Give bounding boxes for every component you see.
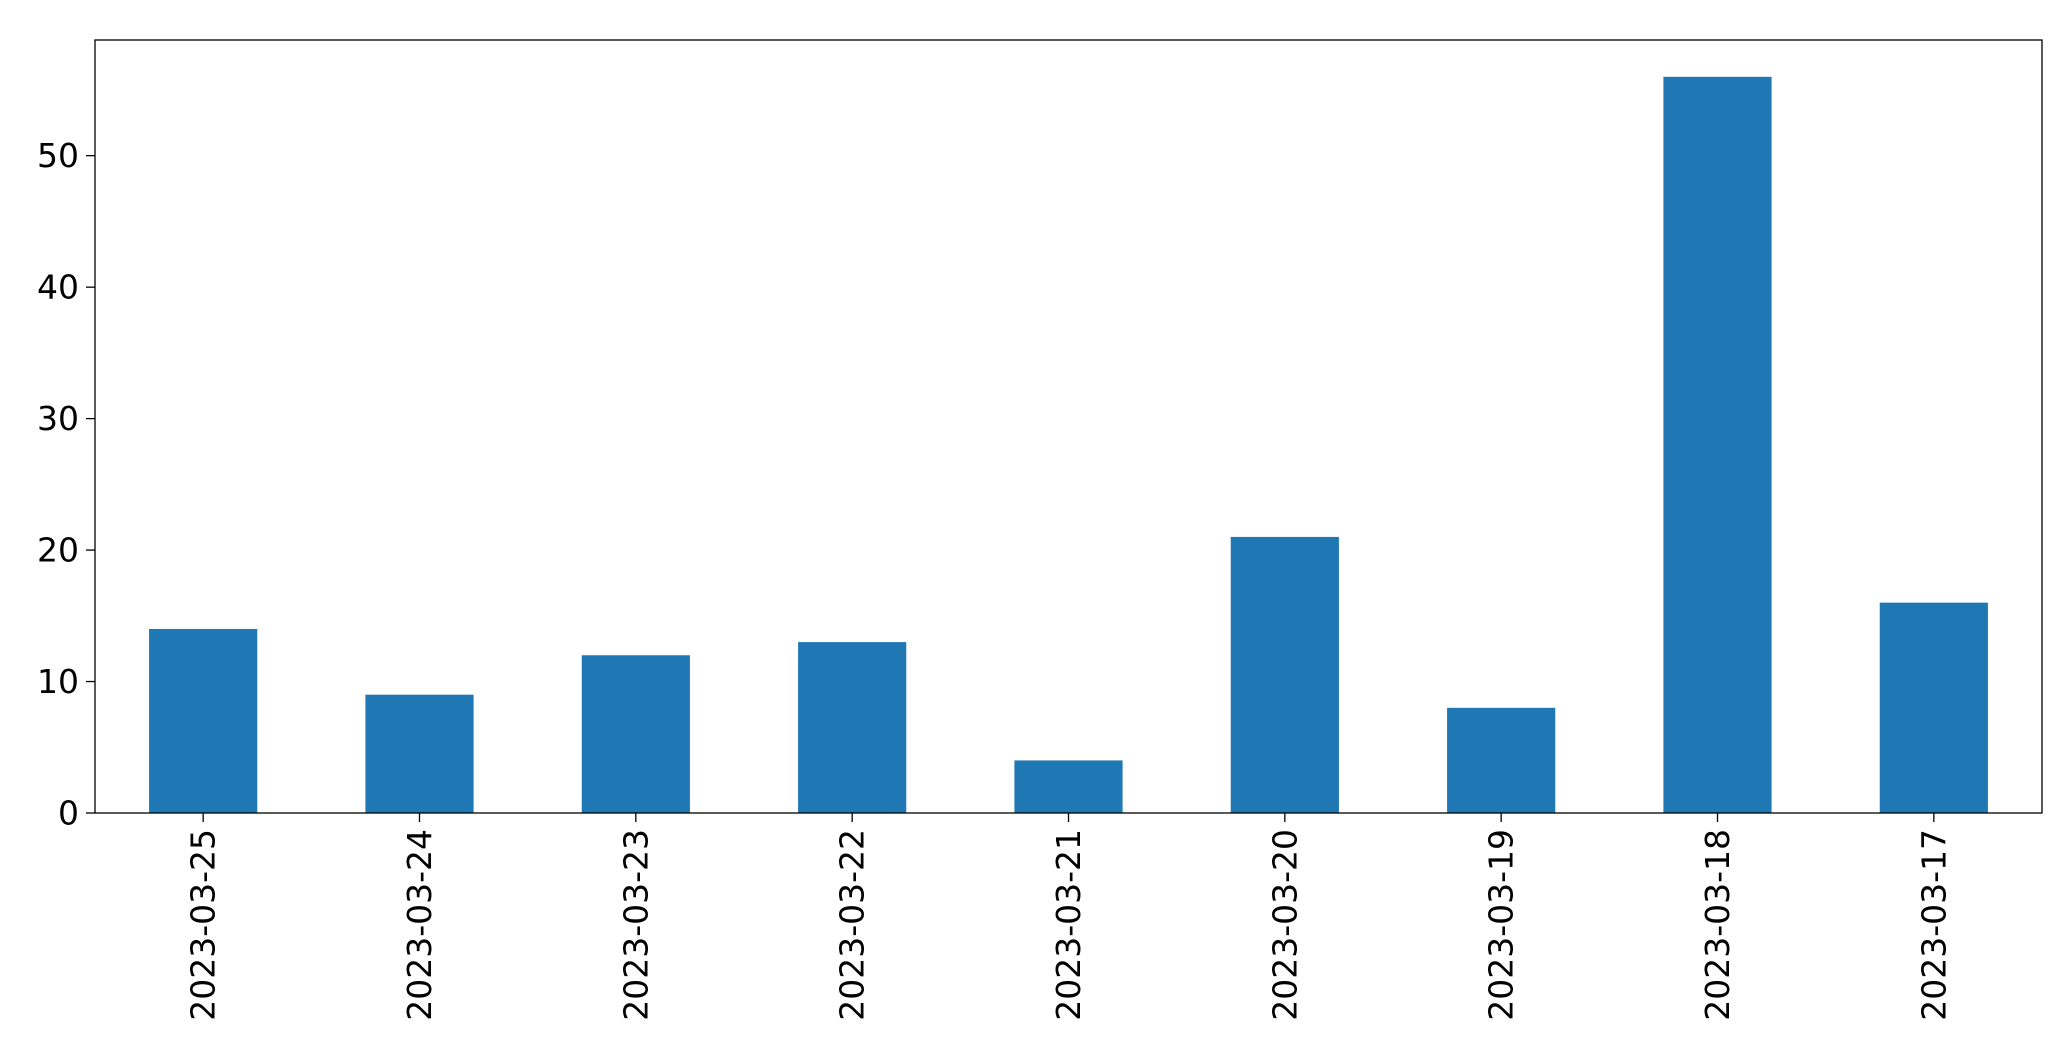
y-tick-label: 30 xyxy=(37,399,79,438)
y-tick-label: 20 xyxy=(37,531,79,570)
x-tick-label: 2023-03-17 xyxy=(1914,829,1953,1021)
x-tick-label: 2023-03-18 xyxy=(1698,829,1737,1021)
x-axis: 2023-03-25 2023-03-24 2023-03-23 2023-03-22… xyxy=(184,813,1953,1021)
bar-2023-03-24 xyxy=(365,694,474,813)
x-tick-label: 2023-03-23 xyxy=(616,829,655,1021)
x-tick-label: 2023-03-19 xyxy=(1482,829,1521,1021)
x-tick-label: 2023-03-21 xyxy=(1049,829,1088,1021)
bar-2023-03-18 xyxy=(1663,76,1772,814)
bar-2023-03-22 xyxy=(798,642,907,813)
bar-2023-03-21 xyxy=(1014,760,1123,813)
bar-2023-03-17 xyxy=(1879,602,1988,813)
bars-group xyxy=(149,76,1988,814)
y-tick-label: 50 xyxy=(37,136,79,175)
bar-2023-03-20 xyxy=(1230,536,1339,813)
bar-2023-03-19 xyxy=(1447,707,1556,813)
y-tick-label: 0 xyxy=(58,794,79,833)
bar-2023-03-25 xyxy=(149,628,258,813)
y-tick-label: 10 xyxy=(37,662,79,701)
bar-2023-03-23 xyxy=(581,655,690,813)
x-tick-label: 2023-03-20 xyxy=(1265,829,1304,1021)
y-tick-label: 40 xyxy=(37,268,79,307)
y-axis: 0 10 20 30 40 50 xyxy=(37,136,95,833)
x-tick-label: 2023-03-25 xyxy=(184,829,223,1021)
x-tick-label: 2023-03-22 xyxy=(833,829,872,1021)
x-tick-label: 2023-03-24 xyxy=(400,829,439,1021)
